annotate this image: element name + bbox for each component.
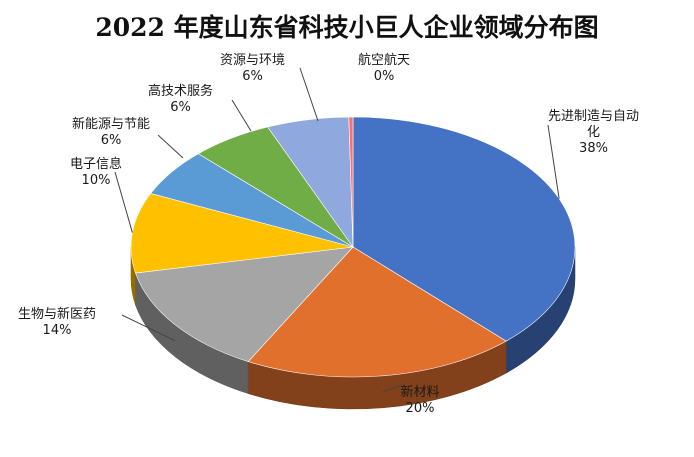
slice-8 (348, 116, 354, 248)
slice-7-leader (299, 67, 319, 122)
slice-3-leader (121, 314, 176, 342)
slice-5-value: 6% (101, 133, 122, 148)
slice-2-leader (382, 384, 403, 393)
slice-5-category: 新能源与节能 (72, 116, 150, 132)
slice-8-category: 航空航天 (358, 52, 410, 68)
slice-3 (135, 246, 354, 362)
slice-1 (352, 116, 576, 342)
slice-5-leader (157, 134, 184, 159)
slice-7-category: 资源与环境 (220, 53, 285, 68)
slice-2-category: 新材料 (400, 384, 439, 400)
slice-8-value: 0% (374, 69, 395, 84)
slice-4-leader (114, 171, 133, 233)
slice-1-category: 先进制造与自动 (548, 109, 639, 124)
pie-slices (130, 116, 576, 378)
slice-1-leader (547, 124, 560, 199)
slice-6-leader (231, 99, 252, 132)
slice-1-value: 38% (579, 141, 608, 156)
slice-2-value: 20% (406, 401, 435, 416)
slice-2 (247, 246, 507, 378)
slice-6-value: 6% (170, 100, 191, 115)
slice-7-value: 6% (242, 69, 263, 84)
slice-1-category: 化 (587, 125, 600, 140)
slice-4-category: 电子信息 (70, 156, 122, 172)
slice-3-value: 14% (43, 323, 72, 338)
slice-4-value: 10% (82, 173, 111, 188)
leader-lines (114, 67, 560, 393)
chart-title: 2022 年度山东省科技小巨人企业领域分布图 (95, 13, 598, 42)
slice-6-category: 高技术服务 (148, 83, 213, 99)
slice-4 (130, 193, 354, 274)
slice-labels: 先进制造与自动化38%新材料20%生物与新医药14%电子信息10%新能源与节能6… (18, 52, 639, 416)
slice-3-category: 生物与新医药 (18, 306, 96, 322)
